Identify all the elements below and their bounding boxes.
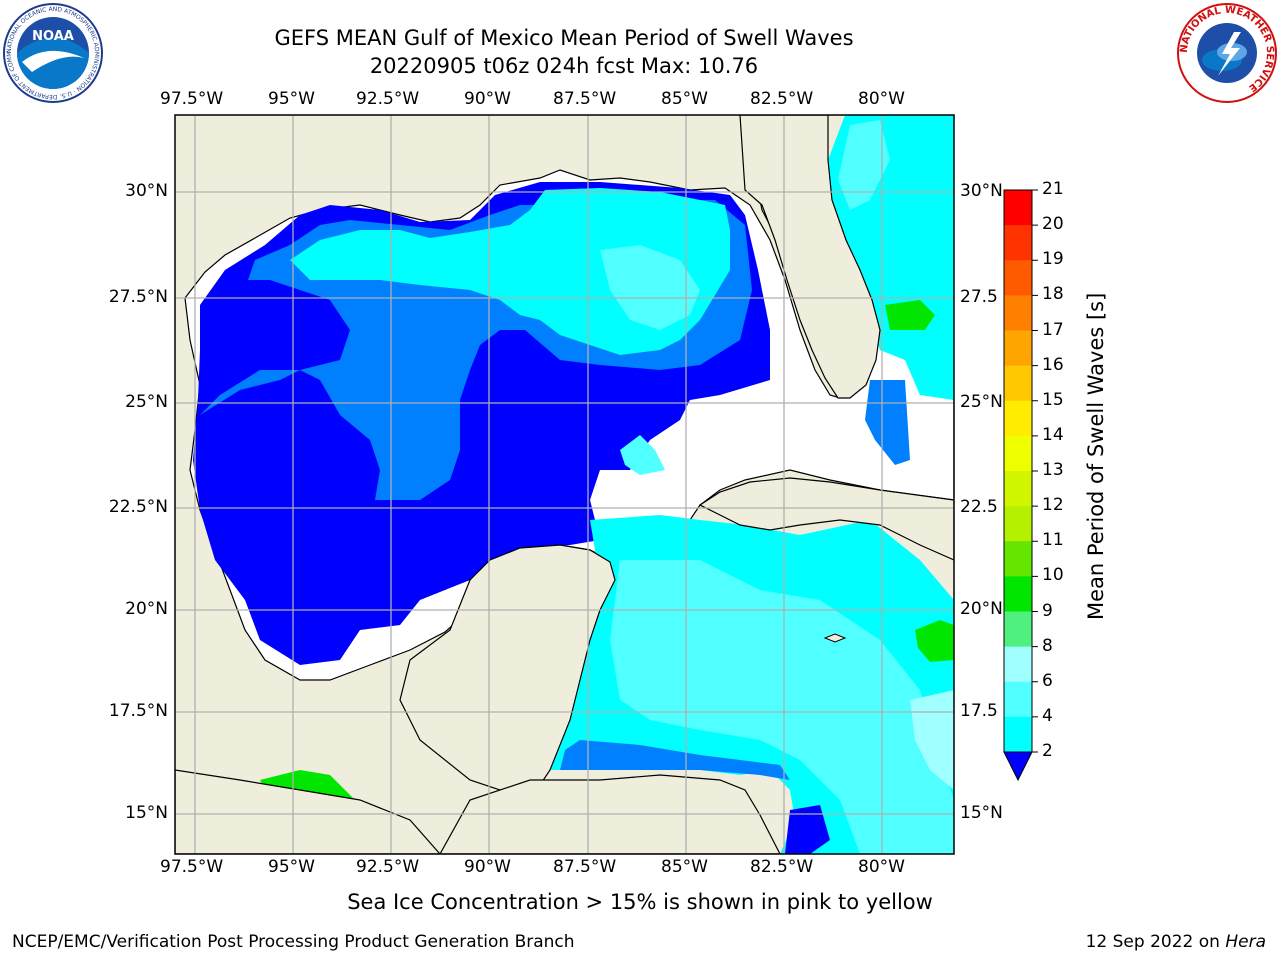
lat-tick-right: 15°N bbox=[960, 803, 1003, 823]
lat-tick-left: 25°N bbox=[125, 392, 168, 412]
lon-tick-bottom: 92.5°W bbox=[356, 857, 420, 877]
colorbar bbox=[1003, 189, 1038, 782]
lon-tick-bottom: 80°W bbox=[858, 857, 905, 877]
colorbar-level-label: 2 bbox=[1042, 741, 1053, 761]
colorbar-extend-triangle bbox=[1003, 751, 1033, 782]
sea-ice-note: Sea Ice Concentration > 15% is shown in … bbox=[347, 890, 933, 914]
cuba bbox=[698, 477, 954, 561]
run-date: 12 Sep 2022 on Hera bbox=[1086, 932, 1266, 952]
lat-tick-right: 25°N bbox=[960, 392, 1003, 412]
lon-tick-top: 80°W bbox=[858, 89, 905, 109]
lon-tick-bottom: 87.5°W bbox=[553, 857, 617, 877]
colorbar-level-label: 10 bbox=[1042, 565, 1064, 586]
central-america bbox=[175, 769, 441, 854]
colorbar-band bbox=[1004, 295, 1032, 331]
colorbar-level-label: 21 bbox=[1042, 179, 1064, 199]
nws-logo: NATIONAL WEATHER SERVICE bbox=[1177, 3, 1277, 103]
atlantic-swell-10s bbox=[885, 300, 935, 330]
atlantic-swell-8s bbox=[838, 120, 890, 210]
lon-tick-bottom: 90°W bbox=[464, 857, 511, 877]
lon-tick-top: 90°W bbox=[464, 89, 511, 109]
swell-6-8s bbox=[290, 188, 730, 355]
map-frame bbox=[174, 114, 955, 855]
colorbar-band bbox=[1004, 260, 1032, 296]
lon-tick-top: 87.5°W bbox=[553, 89, 617, 109]
colorbar-level-label: 18 bbox=[1042, 284, 1064, 305]
lon-gridlines bbox=[194, 115, 883, 854]
lat-tick-left: 17.5°N bbox=[108, 701, 168, 721]
lat-tick-right: 30°N bbox=[960, 181, 1003, 201]
caribbean-swell-2s bbox=[785, 805, 830, 854]
colorbar-level-label: 9 bbox=[1042, 600, 1053, 621]
lon-tick-top: 85°W bbox=[661, 89, 708, 109]
colorbar-band bbox=[1004, 365, 1032, 402]
lon-tick-top: 97.5°W bbox=[160, 89, 224, 109]
colorbar-level-label: 16 bbox=[1042, 354, 1064, 375]
yucatan bbox=[399, 544, 616, 801]
lat-tick-right: 22.5 bbox=[960, 497, 998, 517]
colorbar-level-label: 19 bbox=[1042, 249, 1064, 270]
swell-6-8s-patch bbox=[620, 435, 665, 475]
lat-tick-right: 27.5 bbox=[960, 287, 998, 307]
lat-tick-left: 27.5°N bbox=[108, 287, 168, 307]
forecast-subtitle: 20220905 t06z 024h fcst Max: 10.76 bbox=[369, 54, 759, 78]
lat-gridlines bbox=[175, 191, 954, 815]
caribbean-swell-4s bbox=[560, 740, 790, 780]
colorbar-level-label: 4 bbox=[1042, 705, 1053, 726]
colorbar-band bbox=[1004, 541, 1032, 577]
colorbar-band bbox=[1004, 716, 1032, 753]
lon-tick-top: 95°W bbox=[268, 89, 315, 109]
lon-tick-top: 82.5°W bbox=[750, 89, 814, 109]
colorbar-level-label: 20 bbox=[1042, 214, 1064, 235]
colorbar-band bbox=[1004, 611, 1032, 648]
caribbean-swell-8s bbox=[610, 560, 954, 854]
colorbar-level-label: 11 bbox=[1042, 530, 1064, 551]
lon-tick-bottom: 85°W bbox=[661, 857, 708, 877]
colorbar-band bbox=[1004, 646, 1032, 683]
colorbar-band bbox=[1004, 400, 1032, 437]
lat-tick-left: 22.5°N bbox=[108, 497, 168, 517]
colorbar-band bbox=[1004, 471, 1032, 507]
jamaica bbox=[823, 633, 847, 643]
colorbar-band bbox=[1004, 681, 1032, 718]
lat-tick-left: 20°N bbox=[125, 599, 168, 619]
lon-tick-bottom: 95°W bbox=[268, 857, 315, 877]
colorbar-level-label: 12 bbox=[1042, 495, 1064, 516]
lat-tick-right: 17.5 bbox=[960, 701, 998, 721]
noaa-logo: NATIONAL OCEANIC AND ATMOSPHERIC ADMINIS… bbox=[2, 2, 103, 103]
colorbar-level-label: 14 bbox=[1042, 424, 1064, 445]
colorbar-band bbox=[1004, 330, 1032, 367]
lat-tick-left: 15°N bbox=[125, 803, 168, 823]
machine-name: Hera bbox=[1225, 932, 1266, 952]
noaa-logo-text: NOAA bbox=[32, 29, 74, 44]
colorbar-level-label: 15 bbox=[1042, 389, 1064, 410]
florida-peninsula bbox=[739, 115, 881, 399]
colorbar-band bbox=[1004, 225, 1032, 261]
colorbar-band bbox=[1004, 435, 1032, 472]
colorbar-band bbox=[1004, 190, 1032, 226]
lat-tick-right: 20°N bbox=[960, 599, 1003, 619]
page-title: GEFS MEAN Gulf of Mexico Mean Period of … bbox=[274, 26, 854, 50]
colorbar-level-label: 13 bbox=[1042, 460, 1064, 480]
lat-tick-left: 30°N bbox=[125, 181, 168, 201]
caribbean-swell-10s bbox=[915, 620, 954, 662]
colorbar-level-label: 17 bbox=[1042, 319, 1064, 340]
florida-straits-swell bbox=[865, 380, 910, 465]
colorbar-label: Mean Period of Swell Waves [s] bbox=[1084, 292, 1108, 620]
lon-tick-bottom: 97.5°W bbox=[160, 857, 224, 877]
colorbar-level-label: 6 bbox=[1042, 670, 1053, 691]
colorbar-band bbox=[1004, 506, 1032, 542]
colorbar-band bbox=[1004, 576, 1032, 612]
credit-text: NCEP/EMC/Verification Post Processing Pr… bbox=[12, 932, 575, 952]
colorbar-level-label: 8 bbox=[1042, 635, 1053, 656]
lon-tick-bottom: 82.5°W bbox=[750, 857, 814, 877]
run-date-text: 12 Sep 2022 on bbox=[1085, 932, 1220, 952]
lon-tick-top: 92.5°W bbox=[356, 89, 420, 109]
caribbean-swell-9s bbox=[910, 690, 954, 790]
swell-8-9s-patch bbox=[600, 245, 700, 330]
